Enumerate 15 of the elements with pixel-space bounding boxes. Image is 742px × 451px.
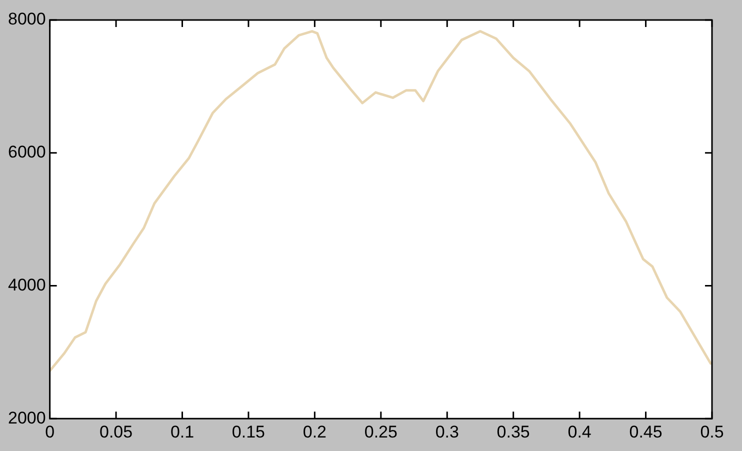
x-tick-label: 0.3 <box>435 422 459 442</box>
x-tick-label: 0.25 <box>364 422 398 442</box>
y-tick-label: 8000 <box>8 10 46 29</box>
x-tick-label: 0.1 <box>170 422 194 442</box>
x-tick-label: 0.35 <box>496 422 530 442</box>
y-tick-label: 2000 <box>8 408 46 428</box>
x-tick-label: 0.4 <box>568 422 592 442</box>
y-tick-label: 4000 <box>8 275 46 294</box>
x-tick-label: 0.45 <box>629 422 662 442</box>
x-tick-label: 0.15 <box>232 422 266 442</box>
x-tick-label: 0.5 <box>700 422 724 442</box>
x-tick-label: 0 <box>45 422 55 442</box>
x-tick-label: 0.05 <box>99 422 133 442</box>
x-tick-label: 0.2 <box>302 422 327 442</box>
y-tick-label: 6000 <box>8 142 46 162</box>
